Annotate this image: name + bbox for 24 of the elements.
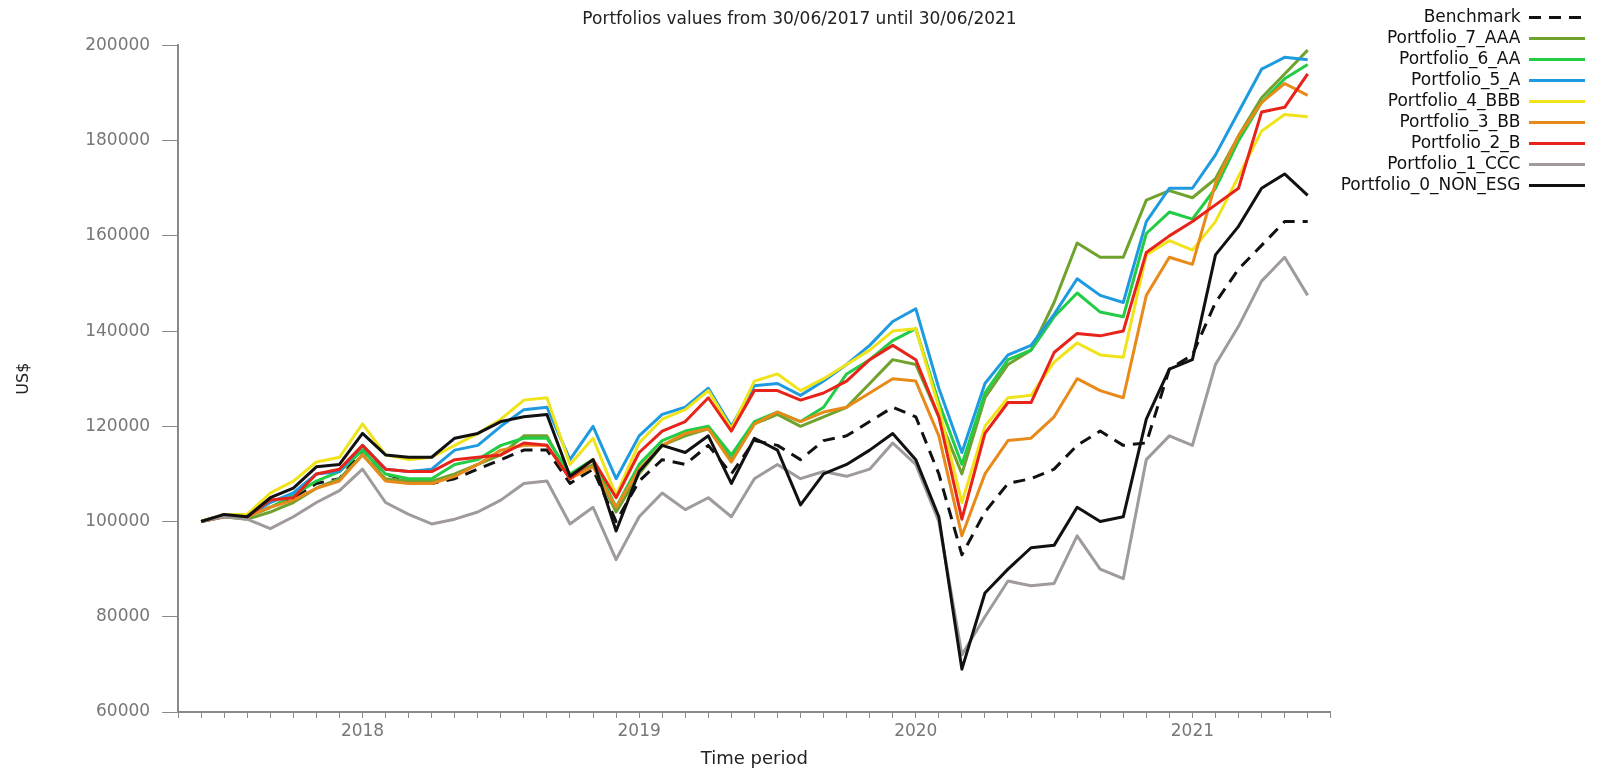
y-axis-title: US$ (12, 362, 32, 395)
chart-title: Portfolios values from 30/06/2017 until 30/06/2021 (582, 7, 1017, 28)
legend-label: Portfolio_1_CCC (1387, 152, 1521, 174)
y-tick-label: 80000 (96, 605, 151, 626)
x-tick-label: 2018 (340, 719, 385, 740)
legend-label: Portfolio_3_BB (1399, 110, 1521, 132)
y-tick-label: 60000 (96, 700, 151, 721)
legend-label: Portfolio_4_BBB (1387, 89, 1521, 111)
x-axis-title: Time period (699, 746, 808, 768)
y-tick-label: 120000 (85, 414, 151, 435)
legend-label: Portfolio_2_B (1411, 131, 1521, 153)
legend-label: Portfolio_0_NON_ESG (1340, 173, 1521, 195)
legend-label: Benchmark (1423, 5, 1521, 26)
x-tick-label: 2021 (1170, 719, 1215, 740)
y-tick-label: 140000 (85, 319, 151, 340)
x-tick-label: 2020 (894, 719, 938, 740)
x-tick-label: 2019 (617, 719, 661, 740)
y-tick-label: 160000 (85, 224, 151, 245)
legend-label: Portfolio_7_AAA (1386, 26, 1521, 48)
y-tick-label: 180000 (85, 129, 151, 150)
y-tick-label: 200000 (85, 33, 151, 54)
legend-label: Portfolio_6_AA (1399, 47, 1521, 69)
legend-label: Portfolio_5_A (1411, 68, 1521, 90)
y-tick-label: 100000 (85, 509, 151, 530)
